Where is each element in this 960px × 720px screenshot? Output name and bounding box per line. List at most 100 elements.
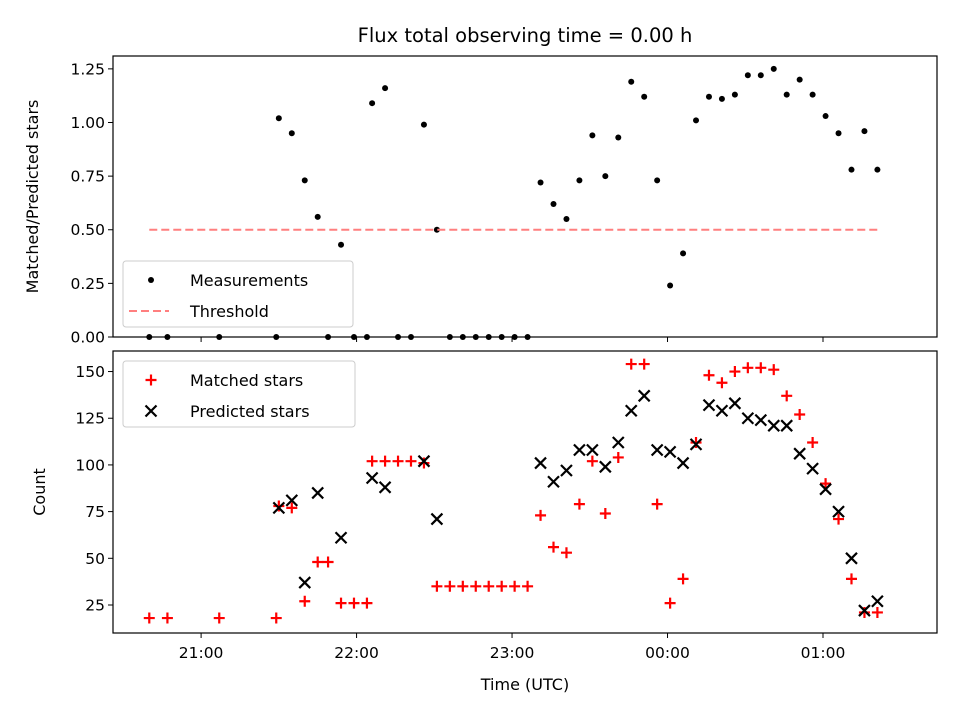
x-tick-label: 01:00 (801, 644, 846, 662)
data-point (213, 612, 225, 624)
bottom-panel: 25 50 75 100 125 150 21:00 22:00 23:00 00:00 01:00… (30, 350, 938, 694)
data-point (379, 455, 391, 467)
data-point (628, 78, 635, 85)
data-point (796, 76, 803, 83)
data-point (534, 456, 547, 470)
data-point (667, 282, 674, 289)
legend-label: Threshold (189, 302, 269, 321)
data-point (689, 438, 703, 451)
data-point (718, 95, 725, 102)
data-point (599, 507, 611, 519)
data-point (781, 390, 793, 402)
x-tick-label: 22:00 (334, 644, 379, 662)
data-point (285, 494, 299, 507)
data-point (286, 502, 298, 514)
legend-label: Predicted stars (190, 402, 310, 421)
data-point (418, 457, 430, 469)
data-point (560, 464, 573, 477)
data-point (314, 213, 321, 220)
data-point (641, 93, 648, 100)
data-point (334, 531, 348, 545)
data-point (625, 358, 637, 370)
data-point (420, 121, 427, 128)
data-point (535, 509, 547, 521)
y-tick-label: 25 (85, 596, 105, 614)
legend-marker (148, 277, 154, 283)
data-point (638, 358, 650, 370)
data-point (563, 216, 570, 223)
data-point (715, 404, 729, 418)
data-point (780, 419, 793, 432)
y-tick-label: 75 (85, 503, 105, 521)
data-point (744, 72, 751, 79)
data-point (716, 377, 728, 389)
data-point (322, 556, 334, 568)
y-tick-label: 0.50 (70, 221, 105, 239)
data-point (755, 362, 767, 374)
data-point (783, 91, 790, 98)
data-point (861, 128, 868, 135)
data-point (573, 498, 585, 510)
data-point (651, 498, 663, 510)
data-point (382, 85, 389, 92)
data-point (560, 547, 572, 559)
y-axis-label: Count (30, 468, 49, 516)
data-point (663, 445, 677, 459)
data-point (431, 580, 443, 592)
data-point (845, 552, 858, 565)
axes-frame (112, 55, 938, 338)
data-point (871, 606, 883, 618)
data-point (693, 117, 700, 124)
data-point (729, 366, 741, 378)
data-point (742, 362, 754, 374)
axes-frame (112, 350, 938, 634)
data-point (637, 389, 651, 403)
data-point (273, 500, 285, 512)
data-point (677, 573, 689, 585)
data-point (143, 612, 155, 624)
data-point (793, 447, 806, 460)
data-point (509, 580, 521, 592)
y-tick-label: 0.25 (70, 275, 105, 293)
data-point (820, 478, 832, 490)
data-point (366, 455, 378, 467)
data-point (874, 166, 881, 173)
data-point (680, 250, 687, 257)
data-point (547, 475, 560, 489)
data-point (272, 501, 286, 515)
data-point (835, 130, 842, 137)
data-point (433, 226, 440, 233)
data-point (576, 177, 583, 184)
data-point (705, 93, 712, 100)
data-point (365, 471, 379, 485)
data-point (871, 594, 884, 608)
data-point (298, 576, 312, 589)
legend: Matched stars Predicted stars (122, 360, 356, 428)
data-point (602, 173, 609, 180)
data-point (586, 455, 598, 467)
y-tick-label: 100 (75, 456, 105, 474)
data-point (690, 437, 702, 449)
data-point (483, 580, 495, 592)
y-tick-label: 1.00 (70, 114, 105, 132)
data-point (378, 481, 392, 494)
data-point (664, 597, 676, 609)
series-predicted-stars (272, 389, 884, 617)
data-point (754, 413, 768, 427)
data-point (522, 580, 534, 592)
data-point (311, 486, 324, 500)
data-point (757, 72, 764, 79)
data-point (833, 513, 845, 525)
data-point (819, 482, 832, 496)
y-tick-label: 50 (85, 550, 105, 568)
y-tick-label: 1.25 (70, 60, 105, 78)
data-point (832, 505, 845, 518)
data-point (586, 443, 599, 457)
data-point (589, 132, 596, 139)
y-axis-label: Matched/Predicted stars (23, 100, 42, 294)
data-point (858, 604, 871, 617)
data-point (548, 541, 560, 553)
data-point (301, 177, 308, 184)
